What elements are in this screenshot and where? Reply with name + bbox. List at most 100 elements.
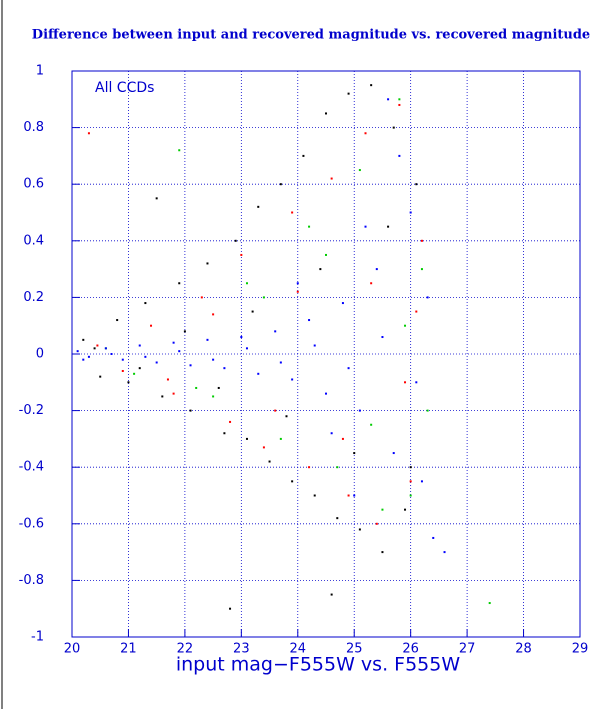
point (229, 607, 232, 610)
x-tick-label: 27 (459, 642, 476, 657)
point (245, 282, 248, 285)
point (257, 205, 260, 208)
point (150, 324, 153, 327)
point (404, 508, 407, 511)
point (398, 154, 401, 157)
point (155, 197, 158, 200)
point (319, 268, 322, 271)
point (336, 466, 339, 469)
point (398, 103, 401, 106)
point (296, 282, 299, 285)
point (212, 395, 215, 398)
point (178, 282, 181, 285)
point (257, 372, 260, 375)
point (99, 375, 102, 378)
y-tick-label: -0.8 (19, 573, 44, 588)
point (76, 350, 79, 353)
x-tick-label: 21 (120, 642, 137, 657)
y-tick-label: 0.6 (23, 177, 44, 192)
point (420, 480, 423, 483)
point (387, 225, 390, 228)
point (325, 392, 327, 395)
point (127, 381, 130, 384)
point (229, 420, 232, 423)
point (308, 225, 311, 228)
plot-frame (71, 70, 581, 638)
point (364, 225, 367, 228)
point (409, 494, 412, 497)
point (325, 112, 327, 115)
point (381, 508, 384, 511)
point (133, 372, 136, 375)
chart-title: Difference between input and recovered m… (32, 28, 590, 43)
point (223, 367, 226, 370)
point (206, 262, 209, 265)
point (87, 355, 90, 358)
point (96, 344, 99, 347)
point (341, 302, 344, 305)
point (138, 367, 141, 370)
point (144, 302, 147, 305)
point (274, 330, 277, 333)
point (404, 381, 407, 384)
y-tick-label: 1 (36, 64, 44, 79)
point (212, 313, 215, 316)
point (279, 183, 282, 186)
point (392, 126, 395, 129)
point (415, 310, 418, 313)
point (426, 409, 429, 412)
y-tick-label: 0 (36, 347, 44, 362)
point (189, 409, 192, 412)
point (195, 386, 198, 389)
point (178, 149, 181, 152)
point (144, 355, 147, 358)
point (121, 358, 124, 361)
point (443, 551, 446, 554)
x-tick-label: 28 (515, 642, 532, 657)
point (325, 253, 327, 256)
point (313, 344, 316, 347)
point (262, 296, 265, 299)
point (347, 92, 350, 95)
point (432, 536, 435, 539)
point (336, 517, 339, 520)
point (268, 460, 271, 463)
point (358, 169, 361, 172)
x-tick-label: 20 (64, 642, 81, 657)
point (172, 392, 175, 395)
point (274, 409, 277, 412)
y-tick-label: -0.2 (19, 403, 44, 418)
y-tick-label: 0.4 (23, 233, 44, 248)
x-tick-label: 23 (233, 642, 250, 657)
point (155, 361, 158, 364)
point (420, 239, 423, 242)
point (347, 494, 350, 497)
point (87, 132, 90, 135)
point (330, 177, 333, 180)
point (341, 437, 344, 440)
point (358, 528, 361, 531)
point (189, 364, 192, 367)
point (212, 358, 215, 361)
point (308, 319, 311, 322)
point (404, 324, 407, 327)
y-tick-label: 0.8 (23, 120, 44, 135)
point (223, 432, 226, 435)
point (291, 211, 294, 214)
point (240, 336, 243, 339)
point (110, 353, 113, 355)
point (488, 602, 491, 605)
point (409, 480, 412, 483)
point (291, 378, 294, 381)
point (82, 358, 85, 361)
point (330, 593, 333, 596)
point (415, 183, 418, 186)
point (291, 480, 294, 483)
point (308, 466, 311, 469)
point (353, 452, 356, 455)
point (381, 336, 384, 339)
point (206, 338, 209, 341)
point (82, 338, 85, 341)
